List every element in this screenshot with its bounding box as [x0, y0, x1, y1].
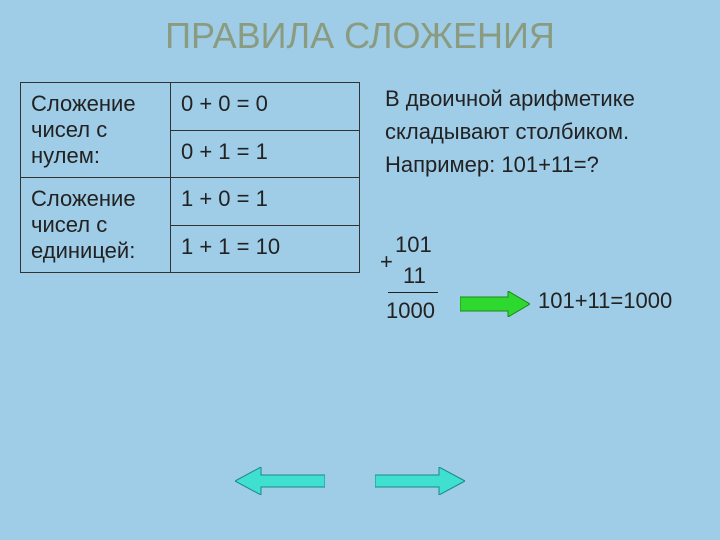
operand-2: 11	[403, 263, 426, 289]
table-row: Сложение чисел с единицей: 1 + 0 = 1	[21, 178, 360, 226]
rule-cell: 0 + 1 = 1	[171, 130, 360, 178]
next-button[interactable]	[375, 467, 465, 500]
rule-cell: 0 + 0 = 0	[171, 83, 360, 131]
rule-cell: 1 + 1 = 10	[171, 225, 360, 273]
navigation-arrows	[235, 467, 465, 500]
operand-1: 101	[395, 232, 432, 258]
description-line: В двоичной арифметике	[385, 82, 700, 115]
rule-cell: 1 + 0 = 1	[171, 178, 360, 226]
calc-result: 1000	[386, 298, 435, 324]
description-line: складывают столбиком.	[385, 115, 700, 148]
table-row: Сложение чисел с нулем: 0 + 0 = 0	[21, 83, 360, 131]
arrow-left-icon	[235, 467, 325, 495]
rule-label-one: Сложение чисел с единицей:	[21, 178, 171, 273]
slide-title: ПРАВИЛА СЛОЖЕНИЯ	[0, 0, 720, 57]
rules-table: Сложение чисел с нулем: 0 + 0 = 0 0 + 1 …	[20, 82, 360, 273]
arrow-right-icon	[460, 291, 530, 322]
prev-button[interactable]	[235, 467, 325, 500]
rule-label-zero: Сложение чисел с нулем:	[21, 83, 171, 178]
plus-operator: +	[380, 249, 393, 275]
rules-table-container: Сложение чисел с нулем: 0 + 0 = 0 0 + 1 …	[20, 82, 360, 273]
calc-divider	[388, 292, 438, 293]
content-area: Сложение чисел с нулем: 0 + 0 = 0 0 + 1 …	[0, 82, 720, 273]
result-equation: 101+11=1000	[538, 288, 672, 314]
description-line: Например: 101+11=?	[385, 148, 700, 181]
arrow-right-icon	[375, 467, 465, 495]
